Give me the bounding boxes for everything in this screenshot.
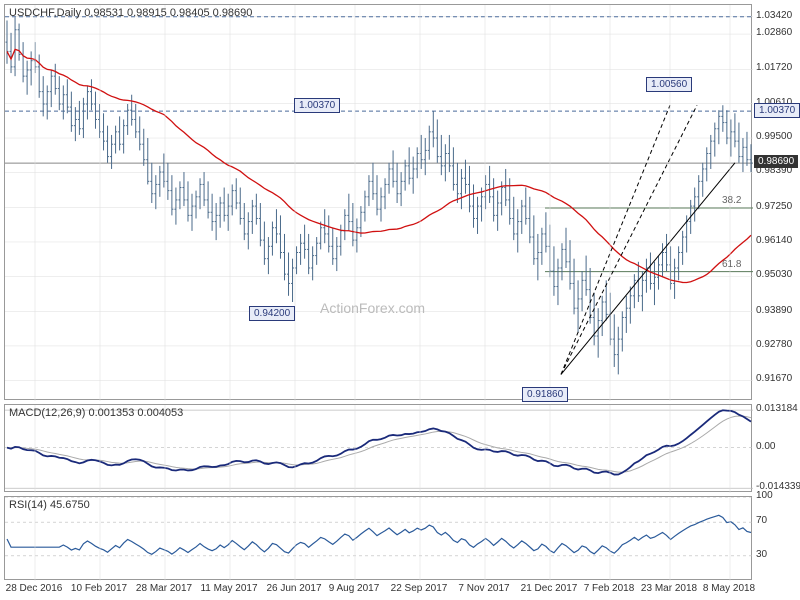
x-tick-label: 7 Feb 2018 — [584, 583, 635, 594]
rsi-tick: 70 — [756, 515, 767, 526]
fib-label: 38.2 — [722, 195, 741, 206]
y-tick-label: 0.93890 — [756, 305, 792, 316]
y-tick-label: 0.92780 — [756, 339, 792, 350]
y-tick-label: 0.91670 — [756, 373, 792, 384]
y-tick-label: 0.95030 — [756, 269, 792, 280]
x-tick-label: 28 Mar 2017 — [136, 583, 192, 594]
rsi-tick: 100 — [756, 490, 773, 501]
x-tick-label: 9 Aug 2017 — [329, 583, 380, 594]
macd-panel[interactable]: MACD(12,26,9) 0.001353 0.004053 — [4, 404, 752, 492]
main-price-chart[interactable]: USDCHF,Daily 0.98531 0.98915 0.98405 0.9… — [4, 4, 752, 400]
fib-label: 61.8 — [722, 259, 741, 270]
y-tick-label: 0.96140 — [756, 235, 792, 246]
x-tick-label: 23 Mar 2018 — [641, 583, 697, 594]
macd-tick: 0.013184 — [756, 403, 798, 414]
rsi-tick: 30 — [756, 549, 767, 560]
x-tick-label: 21 Dec 2017 — [521, 583, 578, 594]
rsi-panel[interactable]: RSI(14) 45.6750 — [4, 496, 752, 580]
price-callout: 0.94200 — [249, 306, 295, 321]
price-callout: 1.00370 — [294, 98, 340, 113]
price-callout: 1.00560 — [646, 77, 692, 92]
x-tick-label: 10 Feb 2017 — [71, 583, 127, 594]
x-tick-label: 8 May 2018 — [703, 583, 755, 594]
current-price-label: 0.98690 — [754, 155, 798, 168]
y-tick-label: 0.97250 — [756, 201, 792, 212]
price-callout: 0.91860 — [522, 387, 568, 402]
y-tick-label: 0.99500 — [756, 131, 792, 142]
chart-title: USDCHF,Daily 0.98531 0.98915 0.98405 0.9… — [9, 7, 252, 19]
macd-tick: 0.00 — [756, 441, 775, 452]
macd-title: MACD(12,26,9) 0.001353 0.004053 — [9, 407, 183, 419]
x-tick-label: 26 Jun 2017 — [266, 583, 321, 594]
x-tick-label: 22 Sep 2017 — [391, 583, 448, 594]
hline-label: 1.00370 — [754, 103, 800, 118]
y-tick-label: 1.02860 — [756, 27, 792, 38]
x-tick-label: 11 May 2017 — [200, 583, 257, 594]
x-tick-label: 28 Dec 2016 — [6, 583, 63, 594]
x-tick-label: 7 Nov 2017 — [458, 583, 509, 594]
rsi-title: RSI(14) 45.6750 — [9, 499, 90, 511]
y-tick-label: 1.01720 — [756, 62, 792, 73]
y-tick-label: 1.03420 — [756, 10, 792, 21]
